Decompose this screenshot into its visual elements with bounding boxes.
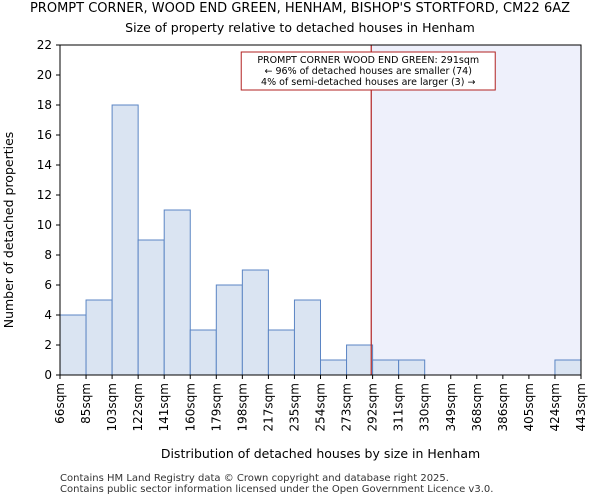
chart-subtitle: Size of property relative to detached ho… [125, 20, 475, 35]
x-tick-label: 160sqm [183, 383, 197, 431]
bar [554, 359, 582, 376]
bar [372, 359, 400, 376]
y-tick-label: 4 [44, 308, 52, 322]
footer-licence: Contains public sector information licen… [60, 484, 494, 495]
bar [346, 344, 374, 376]
bar [215, 284, 243, 376]
x-tick-label: 330sqm [418, 383, 432, 431]
y-tick-label: 18 [37, 98, 52, 112]
bar [163, 209, 191, 376]
annotation-line-1: PROMPT CORNER WOOD END GREEN: 291sqm [257, 55, 479, 66]
x-tick-label: 443sqm [574, 383, 588, 431]
x-tick-label: 103sqm [105, 383, 119, 431]
x-tick-label: 405sqm [522, 383, 536, 431]
x-tick-label: 179sqm [209, 383, 223, 431]
y-tick-label: 6 [44, 278, 52, 292]
x-tick-label: 217sqm [261, 383, 275, 431]
x-tick-label: 254sqm [314, 383, 328, 431]
x-tick-label: 122sqm [131, 383, 145, 431]
bar [59, 314, 87, 376]
y-tick-label: 2 [44, 338, 52, 352]
x-tick-label: 141sqm [157, 383, 171, 431]
annotation-line-3: 4% of semi-detached houses are larger (3… [261, 77, 475, 88]
x-tick-label: 368sqm [470, 383, 484, 431]
x-tick-label: 349sqm [444, 383, 458, 431]
highlight-region [371, 45, 581, 375]
footer-copyright: Contains HM Land Registry data © Crown c… [60, 473, 449, 484]
y-tick-label: 16 [37, 128, 52, 142]
bar [398, 359, 426, 376]
bar [293, 299, 322, 376]
y-tick-label: 10 [37, 218, 52, 232]
x-tick-label: 198sqm [235, 383, 249, 431]
x-axis-label: Distribution of detached houses by size … [161, 446, 480, 461]
x-tick-label: 424sqm [548, 383, 562, 431]
x-tick-label: 292sqm [366, 383, 380, 431]
annotation-line-2: ← 96% of detached houses are smaller (74… [265, 66, 472, 77]
y-tick-label: 8 [44, 248, 52, 262]
x-tick-label: 235sqm [287, 383, 301, 431]
chart-title: PROMPT CORNER, WOOD END GREEN, HENHAM, B… [29, 1, 571, 16]
y-axis-label: Number of detached properties [1, 132, 16, 329]
bar [137, 239, 165, 376]
x-tick-label: 273sqm [340, 383, 354, 431]
bar [189, 329, 217, 376]
x-tick-label: 311sqm [392, 383, 406, 431]
y-tick-label: 12 [37, 188, 52, 202]
bar [267, 329, 295, 376]
y-tick-label: 14 [37, 158, 52, 172]
annotation-box [240, 51, 496, 91]
y-tick-label: 0 [44, 368, 52, 382]
bar [85, 299, 113, 376]
x-tick-label: 85sqm [79, 383, 93, 424]
y-tick-label: 20 [37, 68, 52, 82]
y-tick-label: 22 [37, 38, 52, 52]
x-tick-label: 66sqm [53, 383, 67, 424]
bar [320, 359, 348, 376]
bar [111, 104, 139, 376]
x-tick-label: 386sqm [496, 383, 510, 431]
bar [241, 269, 269, 376]
